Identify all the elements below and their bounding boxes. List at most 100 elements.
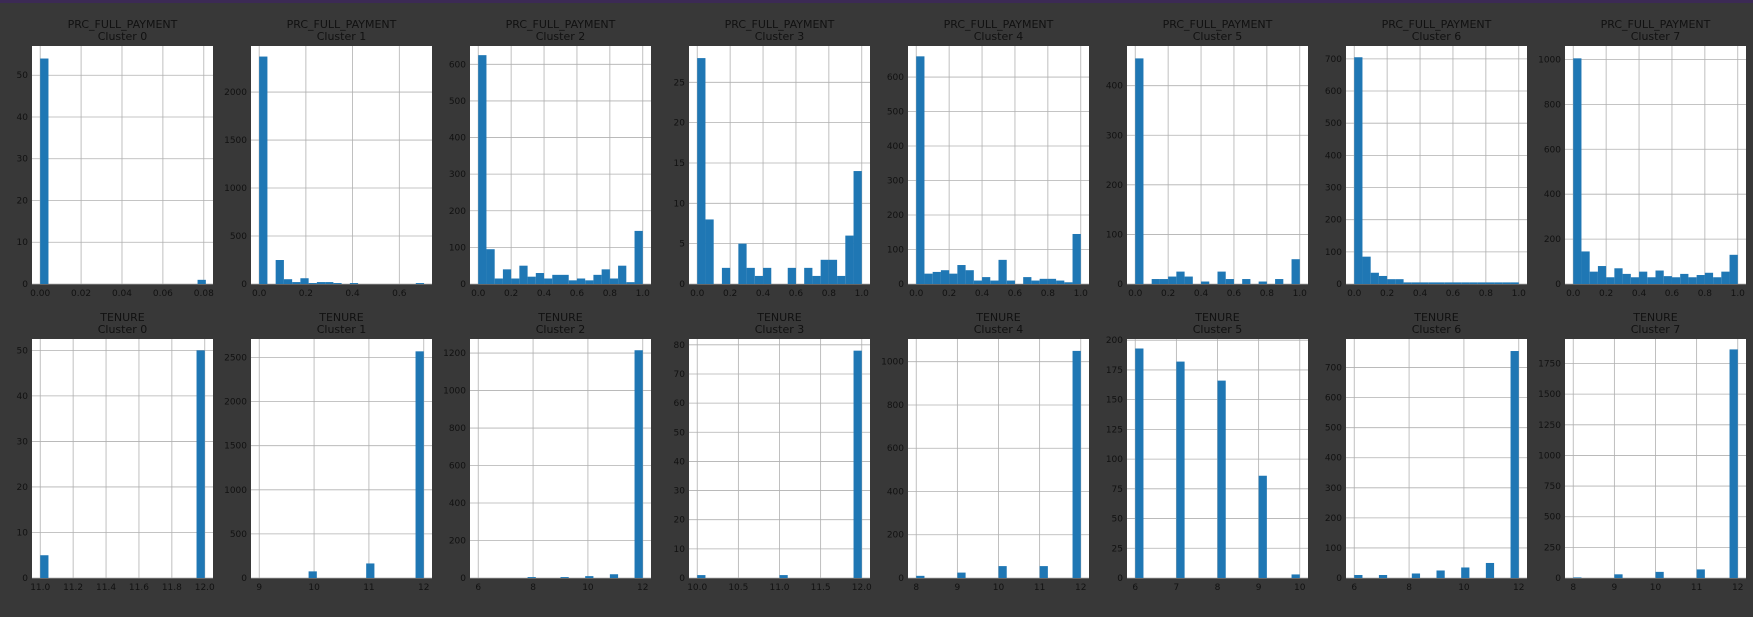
plot-area xyxy=(470,46,651,284)
y-tick-label: 125 xyxy=(1106,425,1123,435)
y-tick-label: 600 xyxy=(887,73,904,83)
histogram-cluster-0-prc-full-payment: 0.00 0.02 0.04 0.06 0.08 0 10 20 30 40 50 PRC_FULL_… xyxy=(17,18,215,299)
histogram-bar xyxy=(1291,574,1300,578)
y-tick-label: 0 xyxy=(1117,574,1123,584)
x-tick-label: 6 xyxy=(1351,583,1357,593)
y-tick-label: 100 xyxy=(1325,544,1342,554)
y-tick-label: 600 xyxy=(1325,394,1342,404)
x-tick-label: 0.0 xyxy=(1128,289,1143,299)
x-tick-label: 9 xyxy=(954,583,960,593)
chart-title: PRC_FULL_PAYMENT xyxy=(1601,18,1711,31)
histogram-bar xyxy=(779,575,788,578)
x-tick-label: 9 xyxy=(1256,583,1262,593)
histogram-bar xyxy=(544,278,553,284)
histogram-bar xyxy=(527,276,536,284)
histogram-bar xyxy=(1258,475,1267,578)
histogram-bar xyxy=(609,278,619,284)
histogram-bar xyxy=(940,270,950,284)
y-tick-label: 600 xyxy=(1325,87,1342,97)
histogram-bar xyxy=(1729,254,1738,284)
y-tick-label: 200 xyxy=(887,531,904,541)
histogram-bar xyxy=(634,350,643,578)
y-tick-label: 40 xyxy=(17,113,29,123)
y-tick-label: 100 xyxy=(887,246,904,256)
y-tick-label: 1000 xyxy=(224,184,247,194)
x-tick-label: 10.5 xyxy=(728,583,748,593)
y-tick-label: 2500 xyxy=(224,354,247,364)
histogram-bar xyxy=(576,278,586,284)
y-tick-label: 500 xyxy=(230,232,247,242)
x-tick-label: 0.0 xyxy=(1347,289,1362,299)
histogram-bar xyxy=(973,280,983,284)
plot-area xyxy=(251,339,432,578)
x-tick-label: 11.6 xyxy=(129,583,149,593)
histogram-bar xyxy=(349,283,359,284)
y-tick-label: 0 xyxy=(1336,574,1342,584)
x-tick-label: 0.08 xyxy=(194,289,214,299)
y-tick-label: 0 xyxy=(241,280,247,290)
x-tick-label: 0.2 xyxy=(299,289,313,299)
histogram-bar xyxy=(502,269,512,284)
histogram-bar xyxy=(325,282,334,284)
x-tick-label: 12.0 xyxy=(852,583,872,593)
y-tick-label: 1250 xyxy=(1538,421,1561,431)
histogram-bar xyxy=(40,555,49,578)
histogram-bar xyxy=(316,282,326,284)
chart-title: PRC_FULL_PAYMENT xyxy=(287,18,397,31)
histogram-bar xyxy=(1135,348,1144,578)
y-tick-label: 0 xyxy=(679,280,685,290)
histogram-bar xyxy=(1436,570,1445,578)
plot-area xyxy=(470,339,651,578)
x-tick-label: 8 xyxy=(530,583,536,593)
histogram-bar xyxy=(333,283,342,284)
histogram-bar xyxy=(560,274,569,284)
x-tick-label: 11.5 xyxy=(811,583,831,593)
histogram-bar xyxy=(1168,276,1177,284)
histogram-bar xyxy=(763,267,772,284)
x-tick-label: 0.0 xyxy=(690,289,705,299)
chart-subtitle: Cluster 1 xyxy=(317,323,367,336)
chart-title: TENURE xyxy=(99,311,145,324)
histogram-bar xyxy=(957,572,966,578)
y-tick-label: 600 xyxy=(1544,145,1561,155)
y-tick-label: 200 xyxy=(887,211,904,221)
histogram-bar xyxy=(609,574,619,578)
chart-title: PRC_FULL_PAYMENT xyxy=(944,18,1054,31)
histogram-bar xyxy=(721,267,731,284)
x-tick-label: 11 xyxy=(363,583,374,593)
x-tick-label: 0.0 xyxy=(1566,289,1581,299)
histogram-cluster-5-prc-full-payment: 0.0 0.2 0.4 0.6 0.8 1.0 0 100 200 300 400 PRC_FULL_… xyxy=(1106,18,1308,299)
histogram-bar xyxy=(1671,277,1681,284)
histogram-bar xyxy=(1597,266,1607,284)
histogram-bar xyxy=(1362,256,1371,284)
chart-title: TENURE xyxy=(1632,311,1678,324)
y-tick-label: 100 xyxy=(1106,455,1123,465)
y-tick-label: 200 xyxy=(1544,235,1561,245)
y-tick-label: 20 xyxy=(674,119,686,129)
y-tick-label: 20 xyxy=(674,516,686,526)
x-tick-label: 11.4 xyxy=(96,583,116,593)
histogram-bar xyxy=(804,267,813,284)
y-tick-label: 250 xyxy=(1544,543,1561,553)
x-tick-label: 0.2 xyxy=(1161,289,1175,299)
chart-subtitle: Cluster 5 xyxy=(1193,323,1243,336)
x-tick-label: 0.6 xyxy=(1227,289,1242,299)
histogram-bar xyxy=(1242,279,1251,284)
histogram-bar xyxy=(787,267,796,284)
x-tick-label: 0.4 xyxy=(975,289,990,299)
histogram-bar xyxy=(1039,278,1048,284)
x-tick-label: 0.8 xyxy=(1698,289,1713,299)
plot-area xyxy=(689,46,870,284)
y-tick-label: 70 xyxy=(674,370,686,380)
y-tick-label: 750 xyxy=(1544,482,1561,492)
x-tick-label: 11 xyxy=(1034,583,1045,593)
chart-title: PRC_FULL_PAYMENT xyxy=(506,18,616,31)
histogram-bar xyxy=(1614,574,1623,578)
histogram-bar xyxy=(1485,562,1495,578)
histogram-bar xyxy=(1217,380,1226,578)
chart-subtitle: Cluster 1 xyxy=(317,30,367,43)
x-tick-label: 9 xyxy=(256,583,262,593)
histogram-cluster-3-prc-full-payment: 0.0 0.2 0.4 0.6 0.8 1.0 0 5 10 15 20 25 PRC_FULL_PAY… xyxy=(674,18,870,299)
chart-title: TENURE xyxy=(318,311,364,324)
